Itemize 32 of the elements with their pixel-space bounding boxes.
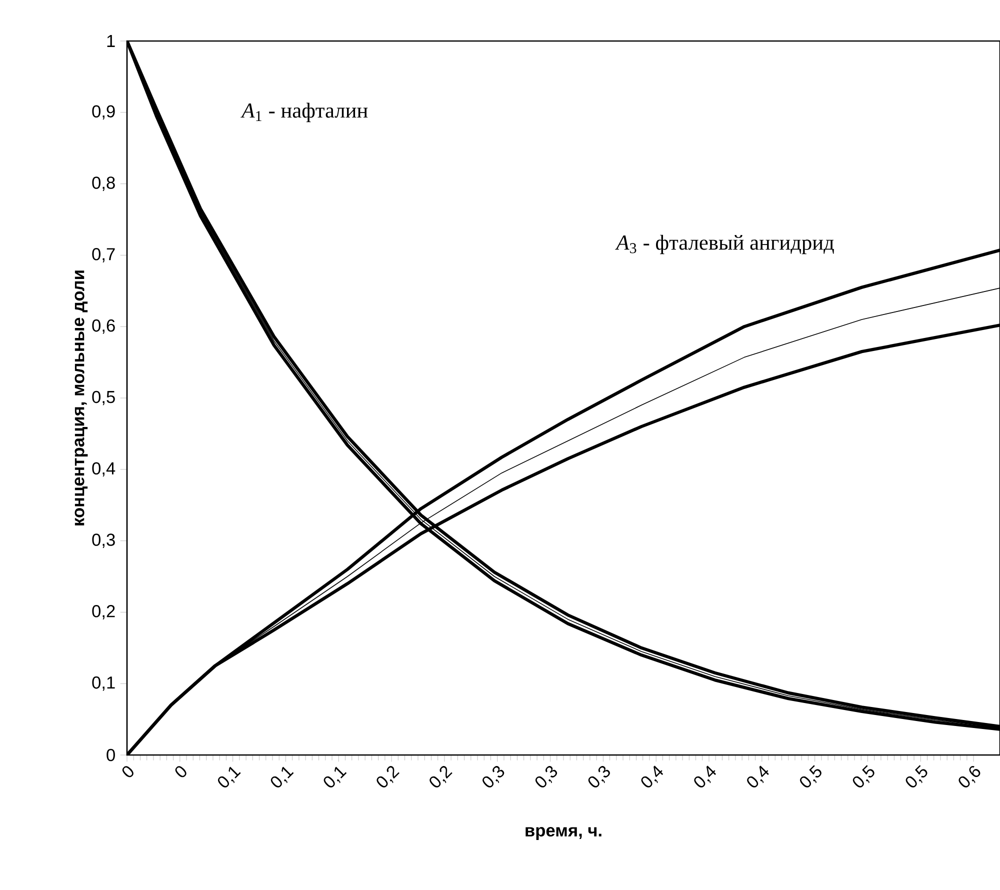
x-tick-label: 0,5	[906, 765, 928, 788]
x-tick-label: 0,2	[376, 766, 400, 788]
x-tick-label: 0,1	[270, 766, 294, 788]
y-tick-label: 0,4	[92, 462, 116, 477]
x-tick-label: 0	[175, 766, 186, 778]
x-tick-label: 0,2	[430, 766, 452, 788]
x-tick-label: 0,3	[482, 766, 504, 788]
y-tick-label: 1	[107, 35, 115, 47]
x-tick-label: 0,1	[324, 766, 347, 788]
x-tick-label: 0,4	[747, 766, 769, 788]
x-tick-label: 0	[122, 766, 134, 778]
y-tick-label: 0,5	[92, 390, 115, 406]
annotation: A$_{1}$ - нафталин	[240, 102, 368, 122]
x-tick-label: 0,5	[852, 765, 874, 788]
y-tick-label: 0,7	[92, 248, 115, 262]
y-tick-label: 0	[106, 748, 115, 762]
y-tick-label: 0,6	[92, 319, 115, 334]
y-tick-label: 0,3	[92, 534, 115, 548]
y-tick-label: 0,1	[92, 676, 115, 691]
annotation: A$_{3}$ - фталевый ангидрид	[615, 234, 834, 254]
x-tick-label: 0,3	[588, 766, 610, 788]
x-tick-label: 0,1	[218, 766, 241, 788]
x-tick-label: 0,4	[641, 766, 664, 788]
x-tick-label: 0,3	[535, 766, 558, 788]
x-tick-label: 0,6	[958, 766, 980, 788]
x-tick-label: 0,5	[800, 765, 822, 788]
y-axis-title: концентрация, мольные доли	[74, 270, 88, 526]
x-axis-title: время, ч.	[526, 827, 602, 840]
x-tick-label: 0,4	[694, 766, 716, 788]
y-tick-label: 0,2	[92, 605, 115, 620]
y-tick-label: 0,9	[92, 105, 115, 120]
y-tick-label: 0,8	[92, 176, 115, 191]
